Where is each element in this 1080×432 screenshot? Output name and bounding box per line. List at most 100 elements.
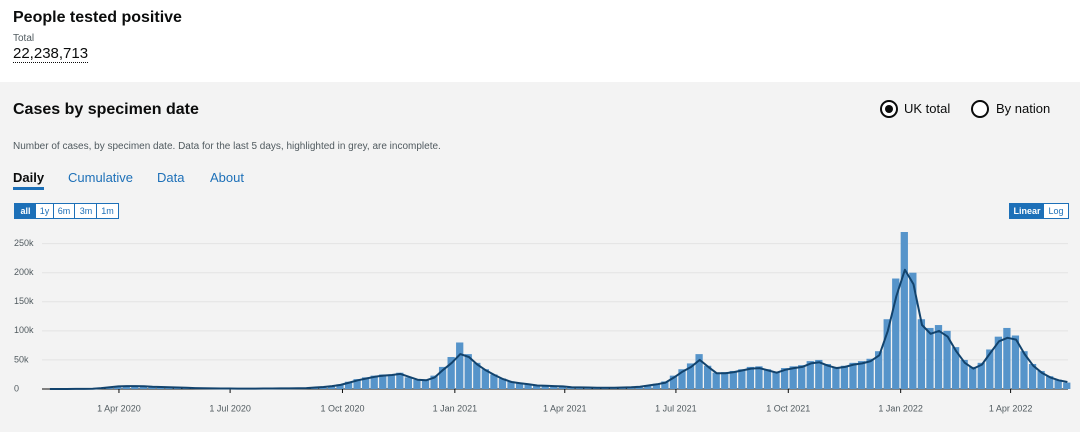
bar xyxy=(686,363,695,389)
bar xyxy=(1011,335,1020,389)
bar xyxy=(909,272,917,389)
y-tick-label: 100k xyxy=(14,325,34,335)
y-tick-label: 0 xyxy=(14,383,19,393)
bar xyxy=(1028,363,1037,389)
bar xyxy=(969,366,977,389)
bar xyxy=(986,349,994,389)
bar xyxy=(1054,379,1062,389)
range-button[interactable]: 3m xyxy=(74,203,98,219)
range-button[interactable]: all xyxy=(14,203,37,219)
bar xyxy=(815,359,823,389)
x-tick-label: 1 Jul 2020 xyxy=(209,403,251,413)
radio[interactable] xyxy=(880,100,898,118)
bar xyxy=(875,351,883,389)
x-tick-label: 1 Oct 2021 xyxy=(766,403,810,413)
scale-button[interactable]: Log xyxy=(1043,203,1069,219)
bar xyxy=(464,354,472,389)
bar xyxy=(558,386,566,389)
bar xyxy=(387,374,395,389)
bar xyxy=(473,362,481,389)
scale-button[interactable]: Linear xyxy=(1009,203,1045,219)
radio-label[interactable]: UK total xyxy=(904,101,951,116)
range-button[interactable]: 6m xyxy=(53,203,75,219)
bar xyxy=(507,381,515,389)
bar xyxy=(336,384,344,389)
bar xyxy=(678,369,686,389)
bar xyxy=(498,378,507,389)
y-tick-label: 200k xyxy=(14,267,34,277)
card-title: Cases by specimen date xyxy=(13,101,199,118)
bar xyxy=(934,325,943,389)
x-tick-label: 1 Jan 2022 xyxy=(878,403,923,413)
bar xyxy=(1063,382,1071,389)
bar xyxy=(404,377,413,389)
bar xyxy=(977,362,985,389)
description: Number of cases, by specimen date. Data … xyxy=(13,141,441,152)
bar xyxy=(362,377,370,389)
bar xyxy=(353,379,361,389)
bar xyxy=(729,370,737,389)
bar xyxy=(832,366,840,389)
bar xyxy=(148,386,156,389)
tab[interactable]: Daily xyxy=(13,170,45,190)
bar xyxy=(798,365,806,389)
bar xyxy=(1003,327,1011,389)
bar xyxy=(695,354,703,389)
radio[interactable] xyxy=(971,100,989,118)
bar xyxy=(456,342,464,389)
bar xyxy=(917,319,926,389)
bar xyxy=(849,362,857,389)
radio-label[interactable]: By nation xyxy=(996,101,1051,116)
bar xyxy=(994,336,1002,389)
bar xyxy=(550,385,558,389)
bar xyxy=(960,359,968,389)
bar xyxy=(780,368,789,389)
bar xyxy=(327,385,336,389)
bar xyxy=(541,385,549,389)
bar xyxy=(721,372,729,389)
bar xyxy=(1020,351,1028,389)
bar xyxy=(951,347,960,389)
bar xyxy=(344,381,353,389)
bar xyxy=(789,366,797,389)
bar xyxy=(370,375,378,389)
x-tick-label: 1 Jan 2021 xyxy=(433,403,478,413)
bar xyxy=(704,365,712,389)
bar xyxy=(892,278,900,389)
bar xyxy=(515,382,524,389)
bar xyxy=(447,357,455,389)
x-tick-label: 1 Jul 2021 xyxy=(655,403,697,413)
bar xyxy=(524,384,532,389)
bar xyxy=(763,369,772,389)
bar xyxy=(413,379,421,389)
bar xyxy=(156,387,165,389)
x-tick-label: 1 Apr 2021 xyxy=(543,403,587,413)
bar xyxy=(114,386,122,389)
bar xyxy=(823,363,831,389)
bar xyxy=(438,366,447,389)
bar xyxy=(883,319,891,389)
range-button[interactable]: 1m xyxy=(96,203,119,219)
bar xyxy=(840,365,849,389)
range-button[interactable]: 1y xyxy=(35,203,54,219)
tab[interactable]: Data xyxy=(157,170,185,185)
bar xyxy=(1046,376,1054,389)
bar xyxy=(943,330,951,389)
bar xyxy=(396,372,404,389)
bar xyxy=(669,375,678,389)
bar xyxy=(131,385,139,389)
y-tick-label: 50k xyxy=(14,354,29,364)
bar xyxy=(139,386,147,389)
card xyxy=(0,82,1080,432)
bar xyxy=(490,374,498,389)
tab[interactable]: About xyxy=(210,170,244,185)
tab[interactable]: Cumulative xyxy=(68,170,134,185)
bar xyxy=(806,361,814,389)
chart: 0 50k 100k 150k 200k 250k 1 Apr 2020 1 Jul 2020… xyxy=(14,232,1071,413)
bar xyxy=(122,385,130,389)
bar xyxy=(644,385,652,389)
bar xyxy=(755,366,763,389)
bar xyxy=(481,369,489,389)
bar xyxy=(857,361,866,389)
